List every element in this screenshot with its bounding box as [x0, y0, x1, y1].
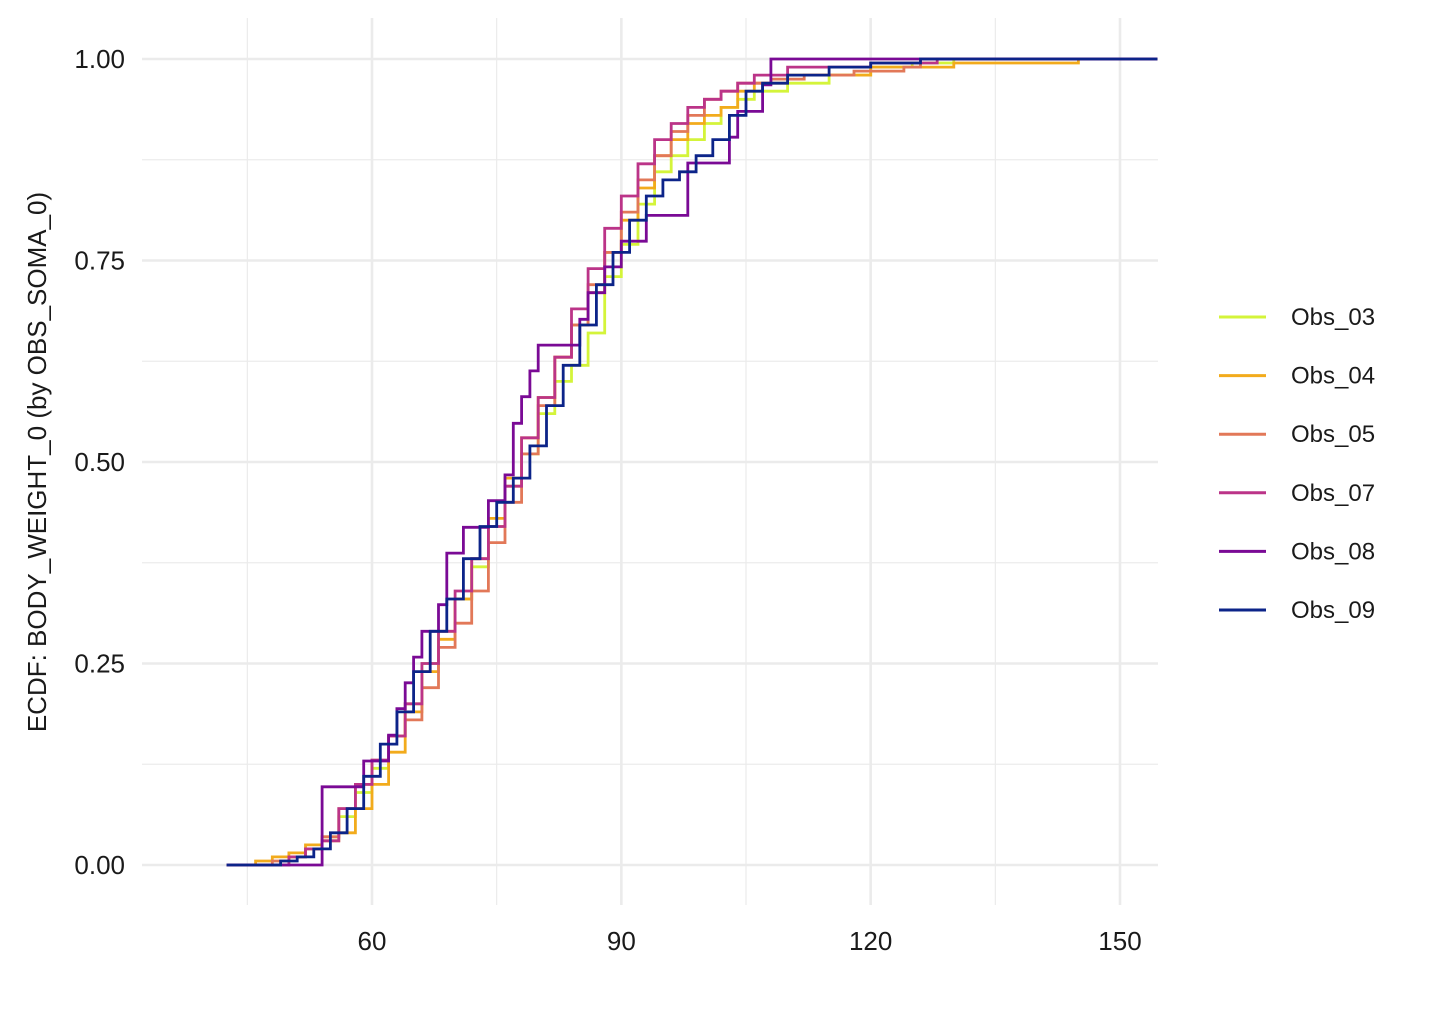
legend-item: Obs_09 [1219, 597, 1375, 624]
x-tick-label: 120 [849, 926, 892, 956]
legend-item: Obs_07 [1219, 480, 1375, 507]
major-gridlines [142, 18, 1158, 905]
series-lines [226, 57, 1158, 867]
series-line-obs-08 [226, 57, 1158, 867]
y-tick-label: 0.75 [74, 246, 125, 276]
minor-gridlines [142, 18, 1158, 905]
legend-item: Obs_08 [1219, 538, 1375, 565]
y-tick-label: 0.00 [74, 850, 125, 880]
series-line-obs-07 [226, 57, 1158, 867]
series-line-obs-09 [226, 57, 1158, 867]
y-tick-label: 0.50 [74, 447, 125, 477]
legend-label: Obs_07 [1291, 480, 1375, 507]
legend-item: Obs_03 [1219, 304, 1375, 331]
x-tick-label: 60 [358, 926, 387, 956]
x-tick-label: 150 [1098, 926, 1141, 956]
legend-label: Obs_04 [1291, 363, 1375, 390]
legend-label: Obs_08 [1291, 538, 1375, 565]
legend-label: Obs_05 [1291, 421, 1375, 448]
y-tick-label: 0.25 [74, 649, 125, 679]
legend: Obs_03 Obs_04 Obs_05 Obs_07 Obs_08 Obs_09 [1219, 304, 1375, 624]
legend-label: Obs_09 [1291, 597, 1375, 624]
y-tick-label: 1.00 [74, 44, 125, 74]
y-axis-tick-labels: 0.00 0.25 0.50 0.75 1.00 [74, 44, 125, 880]
legend-item: Obs_04 [1219, 363, 1375, 390]
legend-label: Obs_03 [1291, 304, 1375, 331]
legend-item: Obs_05 [1219, 421, 1375, 448]
x-axis-tick-labels: 60 90 120 150 [358, 926, 1142, 956]
y-axis-title: ECDF: BODY_WEIGHT_0 (by OBS_SOMA_0) [22, 192, 52, 732]
x-tick-label: 90 [607, 926, 636, 956]
